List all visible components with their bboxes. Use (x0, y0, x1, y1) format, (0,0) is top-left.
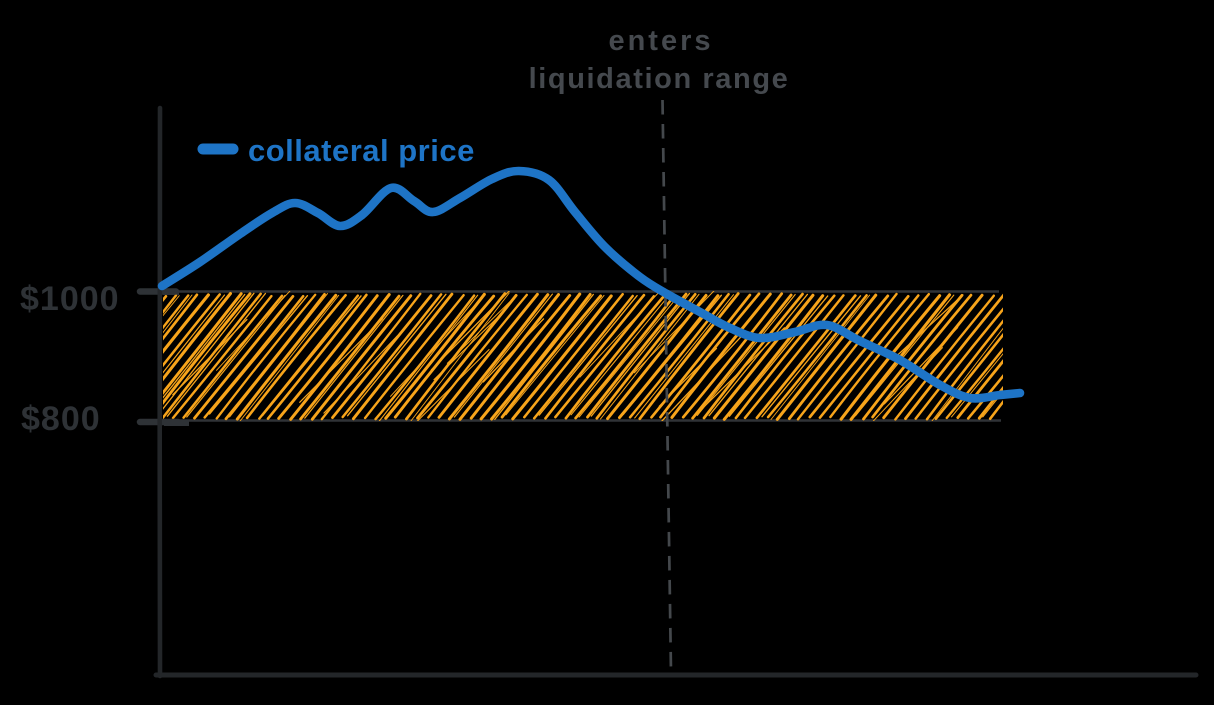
svg-text:enters: enters (608, 25, 713, 57)
svg-text:liquidation range: liquidation range (529, 63, 790, 95)
svg-text:$800: $800 (21, 400, 101, 438)
svg-text:collateral price: collateral price (248, 133, 475, 168)
svg-text:$1000: $1000 (20, 280, 120, 318)
